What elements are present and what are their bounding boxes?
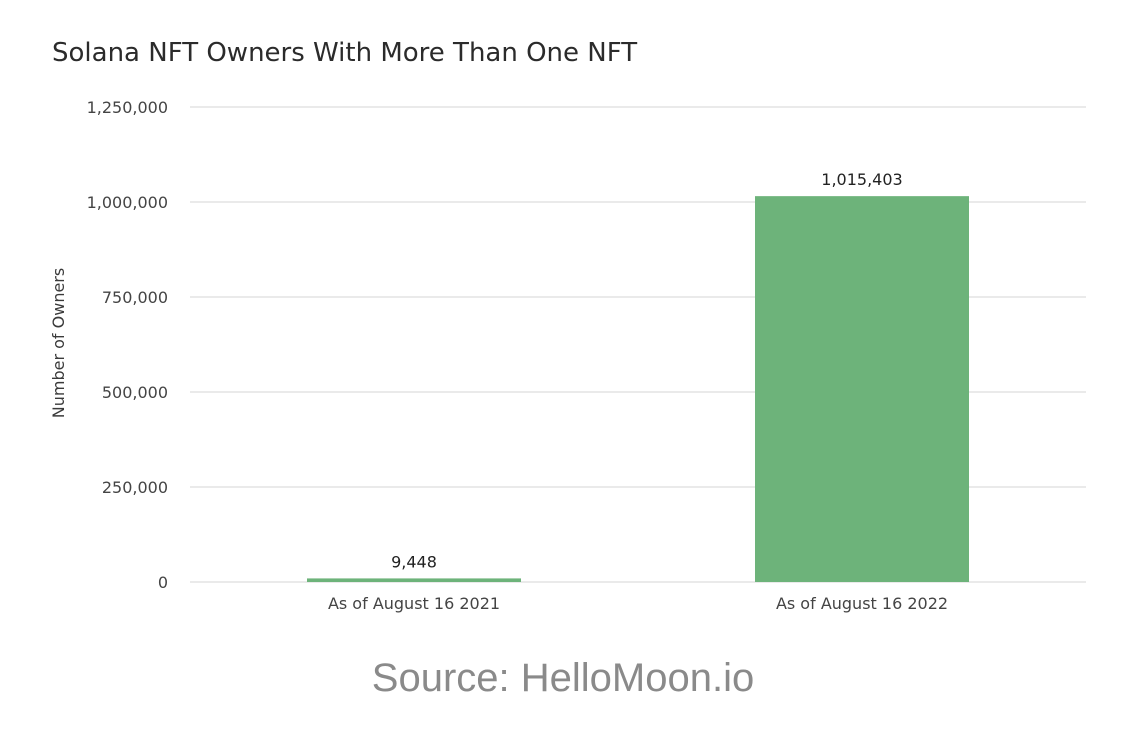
data-labels: 9,448 1,015,403: [391, 170, 903, 571]
y-axis-label: Number of Owners: [49, 268, 68, 418]
bar-2: [755, 196, 969, 583]
y-tick-label: 500,000: [102, 383, 168, 402]
x-tick-label: As of August 16 2021: [328, 594, 500, 613]
x-tick-label: As of August 16 2022: [776, 594, 948, 613]
y-tick-label: 1,000,000: [87, 193, 168, 212]
data-label: 1,015,403: [821, 170, 902, 189]
y-tick-label: 250,000: [102, 478, 168, 497]
y-tick-label: 750,000: [102, 288, 168, 307]
bars: [307, 196, 969, 583]
chart-title: Solana NFT Owners With More Than One NFT: [52, 38, 638, 68]
x-axis-ticks: As of August 16 2021 As of August 16 2022: [328, 594, 948, 613]
y-tick-label: 0: [158, 573, 168, 592]
y-tick-label: 1,250,000: [87, 98, 168, 117]
source-note: Source: HelloMoon.io: [371, 656, 755, 700]
bar-1: [307, 578, 521, 582]
data-label: 9,448: [391, 552, 437, 571]
y-axis-ticks: 0 250,000 500,000 750,000 1,000,000 1,250,000: [87, 98, 168, 592]
